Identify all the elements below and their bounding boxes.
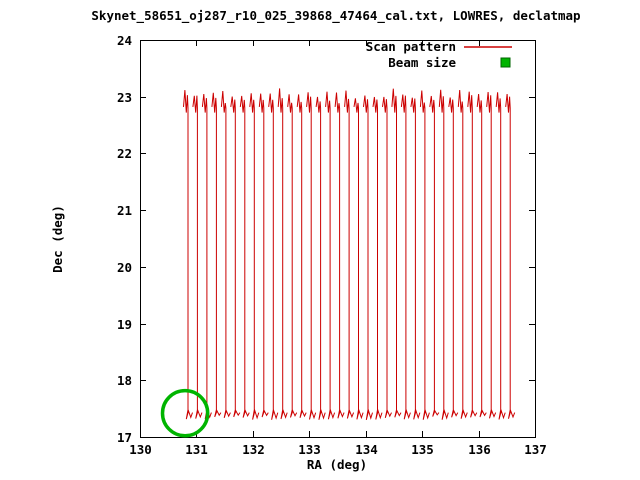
x-tick-label: 135: [411, 442, 434, 457]
y-tick-label: 19: [117, 317, 132, 332]
x-tick-label: 133: [298, 442, 321, 457]
legend-label-beam-size: Beam size: [388, 55, 456, 70]
x-tick-label: 134: [355, 442, 378, 457]
y-axis-label: Dec (deg): [50, 205, 65, 273]
y-tick-label: 20: [117, 260, 132, 275]
y-tick-label: 22: [117, 146, 132, 161]
x-tick-label: 132: [242, 442, 265, 457]
x-tick-label: 137: [524, 442, 547, 457]
y-tick-label: 17: [117, 430, 132, 445]
y-tick-label: 23: [117, 90, 132, 105]
beam-size-circle: [160, 388, 210, 438]
x-tick-label: 136: [468, 442, 491, 457]
y-tick-label: 18: [117, 373, 132, 388]
plot-title: Skynet_58651_oj287_r10_025_39868_47464_c…: [91, 8, 580, 24]
beam-size-marker-icon: [500, 57, 511, 68]
x-tick-label: 130: [129, 442, 152, 457]
scan-pattern-and-beam: [160, 88, 516, 438]
x-axis-label: RA (deg): [307, 457, 367, 472]
y-tick-label: 24: [117, 33, 132, 48]
legend: Scan pattern Beam size: [366, 39, 512, 70]
y-tick-label: 21: [117, 203, 132, 218]
legend-label-scan-pattern: Scan pattern: [366, 39, 456, 54]
x-tick-label: 131: [185, 442, 208, 457]
scan-pattern-path: [183, 88, 516, 421]
axes-and-ticks: 130 131 132 133 134 135 136 137 17 18 19 20 21 22 23 24: [117, 33, 547, 457]
